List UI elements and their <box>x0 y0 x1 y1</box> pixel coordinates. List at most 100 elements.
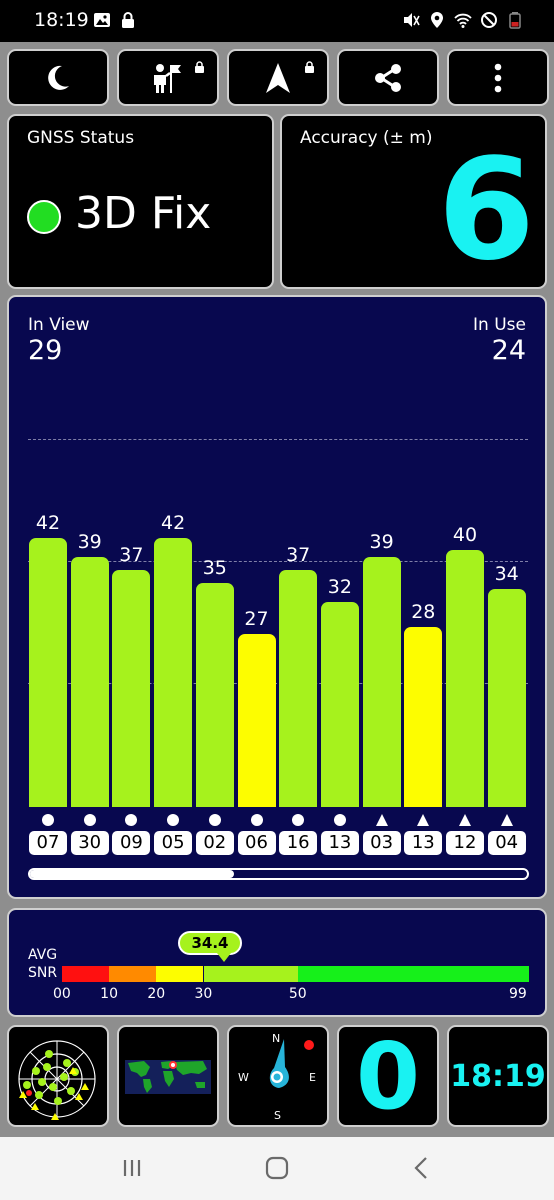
wifi-icon <box>454 13 472 28</box>
clock-value: 18:19 <box>450 1059 546 1094</box>
world-map-icon <box>125 1060 211 1094</box>
night-mode-button[interactable] <box>7 49 109 106</box>
accuracy-card[interactable]: Accuracy (± m) 6 <box>280 114 547 289</box>
fix-status-text: 3D Fix <box>75 188 212 239</box>
fix-indicator-dot <box>27 200 61 234</box>
satellite-id-label: 06 <box>237 831 276 855</box>
snr-bar-value: 27 <box>244 607 269 630</box>
recents-icon <box>123 1160 141 1176</box>
compass-south-label: S <box>274 1109 281 1122</box>
snr-scale-tick: 10 <box>100 986 118 1002</box>
snr-bar <box>154 537 193 807</box>
snr-bar <box>404 627 443 807</box>
satellite-id-label: 12 <box>446 831 484 855</box>
snr-bar <box>320 601 359 807</box>
overflow-menu-button[interactable] <box>447 49 549 106</box>
snr-scale-tick: 99 <box>509 986 527 1002</box>
snr-bar <box>237 633 276 807</box>
gnss-status-card[interactable]: GNSS Status 3D Fix <box>7 114 274 289</box>
share-button[interactable] <box>337 49 439 106</box>
tourist-mode-button[interactable] <box>117 49 219 106</box>
satellite-id-label: 13 <box>320 831 359 855</box>
snr-scale-tick: 00 <box>53 986 71 1002</box>
glonass-constellation-icon <box>362 812 402 831</box>
app-panel: GNSS Status 3D Fix Accuracy (± m) 6 In V… <box>0 42 554 1137</box>
snr-bar <box>362 556 401 807</box>
world-map-widget[interactable] <box>117 1025 219 1127</box>
snr-scale-segment <box>203 966 298 982</box>
grid-line <box>28 561 528 562</box>
chart-scrollbar[interactable] <box>28 868 529 880</box>
navigation-bar <box>0 1137 554 1200</box>
satellite-snr-chart[interactable]: In View 29 In Use 24 42 07 39 30 37 09 42 05 35 0… <box>7 295 547 899</box>
share-icon <box>375 63 401 92</box>
gps-constellation-icon <box>237 812 277 831</box>
compass-north-label: N <box>272 1032 281 1045</box>
in-use-label: In Use <box>473 315 526 335</box>
snr-bar <box>279 569 318 807</box>
snr-bar <box>487 588 526 807</box>
satellite-count-value: 0 <box>355 1025 420 1127</box>
snr-bar-value: 39 <box>77 530 102 553</box>
satellite-id-label: 05 <box>154 831 193 855</box>
satellite-id-label: 16 <box>279 831 318 855</box>
battery-icon <box>509 12 521 29</box>
snr-bar-value: 32 <box>327 575 352 598</box>
satellite-id-label: 30 <box>70 831 109 855</box>
snr-scale-tick: 30 <box>194 986 213 1002</box>
compass-west-label: W <box>238 1071 249 1084</box>
clock-widget[interactable]: 18:19 <box>447 1025 549 1127</box>
lock-icon <box>305 61 314 73</box>
snr-bar <box>195 582 234 807</box>
compass-east-label: E <box>309 1071 316 1084</box>
home-icon <box>265 1156 289 1180</box>
back-icon <box>414 1157 427 1179</box>
recents-button[interactable] <box>117 1153 147 1183</box>
lock-icon <box>122 12 134 28</box>
snr-bar <box>70 556 109 807</box>
more-vert-icon <box>494 63 502 92</box>
grid-line <box>28 439 528 440</box>
status-time: 18:19 <box>34 9 89 31</box>
in-view-label: In View <box>28 315 90 335</box>
home-button[interactable] <box>262 1153 292 1183</box>
satellite-id-label: 03 <box>362 831 401 855</box>
accuracy-title: Accuracy (± m) <box>300 128 433 148</box>
avg-snr-value: 34.4 <box>178 931 242 955</box>
snr-bar-value: 40 <box>452 524 478 547</box>
satellite-id-label: 04 <box>487 831 526 855</box>
chart-scrollbar-thumb[interactable] <box>30 870 234 878</box>
snr-scale-segment <box>297 966 529 982</box>
glonass-constellation-icon <box>487 812 527 831</box>
satellite-id-label: 07 <box>29 831 67 855</box>
radar-plot-icon <box>18 1040 96 1120</box>
location-icon <box>431 12 443 28</box>
gnss-status-title: GNSS Status <box>27 128 135 148</box>
satellite-count-widget[interactable]: 0 <box>337 1025 439 1127</box>
satellite-id-label: 13 <box>404 831 443 855</box>
status-bar: 18:19 <box>0 0 554 42</box>
snr-bar <box>446 550 484 807</box>
lock-icon <box>195 61 204 73</box>
mute-icon <box>404 13 420 27</box>
snr-bar-value: 34 <box>494 562 519 585</box>
avg-snr-card[interactable]: AVG SNR 34.4 00 10 20 30 50 99 <box>7 908 547 1017</box>
gps-constellation-icon <box>278 812 318 831</box>
accuracy-value: 6 <box>437 129 535 292</box>
back-button[interactable] <box>406 1153 436 1183</box>
navigation-button[interactable] <box>227 49 329 106</box>
gps-constellation-icon <box>195 812 235 831</box>
in-use-count: 24 <box>491 335 526 366</box>
glonass-constellation-icon <box>445 812 485 831</box>
sky-plot-widget[interactable] <box>7 1025 109 1127</box>
snr-scale-segment <box>109 966 157 982</box>
gps-constellation-icon <box>70 812 110 831</box>
snr-bar-value: 39 <box>369 530 394 553</box>
moon-icon <box>48 65 69 90</box>
in-view-count: 29 <box>28 335 63 366</box>
gps-constellation-icon <box>320 812 360 831</box>
satellite-id-label: 09 <box>112 831 151 855</box>
compass-widget[interactable]: N E S W <box>227 1025 329 1127</box>
snr-bar <box>112 569 151 807</box>
gps-constellation-icon <box>28 812 68 831</box>
